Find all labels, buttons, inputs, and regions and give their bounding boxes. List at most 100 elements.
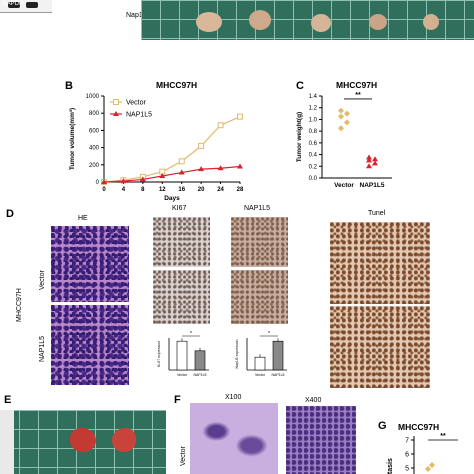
data-point (425, 466, 431, 472)
x-axis-title: Days (164, 195, 180, 202)
x-tick-label: 28 (237, 187, 244, 193)
y-tick-label: 0.2 (309, 164, 318, 170)
x-tick-label: 12 (159, 187, 166, 193)
data-point (338, 113, 344, 120)
bar (194, 350, 206, 371)
legend-marker (113, 99, 119, 105)
data-point (237, 163, 243, 169)
y-tick-label: 0.8 (309, 129, 318, 135)
x-tick-label: NAP1L5 (271, 373, 284, 377)
x-tick-label: 8 (141, 187, 145, 193)
mag-x100: X100 (225, 394, 242, 401)
y-axis-title: Nap1l5 expression (235, 339, 239, 368)
y-tick-label: 800 (89, 111, 100, 117)
x-tick-label: Vector (255, 373, 266, 377)
x-tick-label: NAP1L5 (193, 373, 206, 377)
bar (176, 340, 188, 371)
significance-label: ** (440, 433, 446, 440)
panel-e-letter: E (4, 394, 12, 406)
significance-label: * (190, 331, 192, 337)
ki67-vector-image (153, 217, 210, 267)
row-label-vector: Vector (39, 270, 46, 290)
y-tick-label: 5 (405, 466, 409, 473)
legend-label: NAP1L5 (126, 112, 152, 119)
nap1l5-nap1l5-image (231, 270, 288, 324)
y-tick-label: 7 (405, 438, 409, 445)
tumor-volume-chart: 0 200 400 600 800 1000 0 4 8 12 16 20 24 28 Days Tumor … (69, 94, 244, 202)
tumor-weight-chart: 0.0 0.2 0.4 0.6 0.8 1.0 1.2 1.4 Tumor weight(g) V… (296, 92, 392, 189)
data-point (217, 122, 224, 129)
data-point (366, 154, 372, 160)
data-point (217, 165, 224, 171)
y-tick-label: 0.0 (309, 176, 318, 182)
y-tick-label: 6 (405, 452, 409, 459)
x-tick-label: Vector (334, 182, 354, 189)
col-label-ki67: KI67 (172, 205, 187, 212)
he-vector-image (51, 226, 129, 302)
y-tick-label: 200 (89, 163, 100, 169)
data-point (366, 163, 372, 169)
row-label-vector-f: Vector (180, 446, 187, 466)
tumor-sample (369, 14, 387, 30)
y-tick-label: 0.6 (309, 141, 318, 147)
blot-band (26, 2, 38, 8)
y-tick-label: 1.2 (309, 106, 318, 112)
he-nap1l5-image (51, 305, 129, 385)
y-tick-label: 1.4 (309, 94, 318, 100)
tumor-sample (423, 14, 439, 30)
bar (254, 356, 266, 371)
y-axis-title: astasis (387, 458, 394, 474)
nap1l5-row-label: Nap1l5 (126, 12, 149, 19)
mag-x400: X400 (305, 397, 322, 404)
y-axis-title: Tumor weight(g) (296, 112, 303, 162)
y-axis-title: Ki-67 expression (157, 341, 161, 367)
side-label-mhcc97h: MHCC97H (16, 288, 23, 322)
chart-c-title: MHCC97H (336, 80, 378, 90)
col-label-he: HE (78, 215, 88, 222)
lung-sample (70, 428, 96, 452)
lung-section-x100 (190, 403, 278, 474)
lung-photo (0, 410, 166, 474)
data-point (198, 166, 205, 172)
significance-label: ** (355, 92, 361, 99)
gapdh-label: GAPDH (2, 1, 24, 7)
data-point (139, 176, 146, 182)
significance-label: * (268, 331, 270, 337)
series-line-vector (103, 116, 241, 183)
data-point (344, 119, 350, 126)
data-point (178, 169, 185, 175)
data-point (101, 179, 107, 184)
legend-marker (113, 111, 119, 116)
metastasis-chart: 7 6 5 astasis ** (387, 433, 458, 474)
legend-label: Vector (126, 100, 147, 107)
x-tick-label: 16 (178, 187, 185, 193)
x-tick-label: Vector (177, 373, 188, 377)
y-tick-label: 0.4 (309, 153, 318, 159)
data-point (338, 125, 344, 132)
y-axis-title: Tumor volume(mm³) (69, 108, 76, 170)
y-tick-label: 600 (89, 128, 100, 134)
panel-c-letter: C (296, 80, 304, 92)
panel-d-letter: D (6, 208, 14, 220)
y-tick-label: 1000 (86, 94, 100, 100)
data-point (338, 107, 344, 114)
panel-f-letter: F (174, 394, 181, 406)
data-point (344, 110, 350, 117)
y-tick-label: 0 (96, 180, 100, 186)
bar (272, 340, 284, 371)
nap1l5-expression-chart: Nap1l5 expression Vector NAP1L5 * (235, 331, 287, 377)
series-line-nap1l5 (103, 165, 241, 183)
ruler (0, 410, 14, 474)
ki67-expression-chart: Ki-67 expression Vector NAP1L5 * (157, 331, 209, 377)
chart-b-title: MHCC97H (156, 80, 198, 90)
panel-g-letter: G (378, 420, 387, 432)
x-tick-label: 24 (217, 187, 224, 193)
tumor-sample (196, 12, 222, 32)
tunel-nap1l5-image (330, 306, 430, 388)
row-label-nap1l5: NAP1L5 (39, 335, 46, 362)
col-label-nap1l5: NAP1L5 (244, 205, 271, 212)
data-point (237, 113, 243, 120)
x-tick-label: 0 (102, 187, 106, 193)
x-tick-label: 20 (198, 187, 205, 193)
tumor-sample (249, 10, 271, 30)
